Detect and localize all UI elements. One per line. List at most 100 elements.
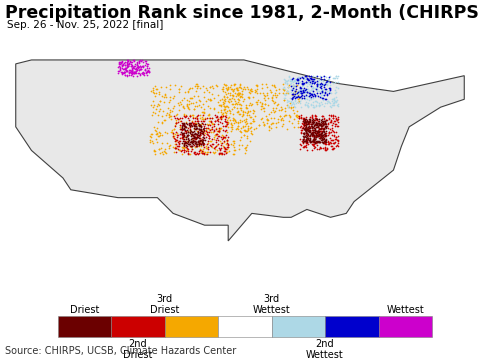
Point xyxy=(203,141,211,147)
Point xyxy=(330,129,338,135)
Point xyxy=(117,70,124,75)
Point xyxy=(300,130,307,136)
Point xyxy=(281,80,289,86)
Point xyxy=(315,129,323,135)
Point xyxy=(149,89,156,95)
Point xyxy=(216,98,224,103)
Point xyxy=(166,112,173,118)
Point xyxy=(306,127,314,133)
Point xyxy=(324,139,332,145)
Point xyxy=(302,132,310,138)
Point xyxy=(178,134,186,140)
Point xyxy=(260,92,268,98)
Point xyxy=(332,121,339,127)
Point xyxy=(297,90,304,96)
Point xyxy=(298,120,306,126)
Point xyxy=(202,125,210,130)
Point xyxy=(223,140,231,146)
Point xyxy=(119,70,127,76)
Point xyxy=(187,143,195,149)
Point xyxy=(317,122,325,128)
Point xyxy=(324,79,332,84)
Point xyxy=(305,129,312,135)
Text: 2nd
Wettest: 2nd Wettest xyxy=(306,339,344,359)
Point xyxy=(204,129,211,135)
Point xyxy=(275,119,282,125)
Point xyxy=(280,84,288,89)
Point xyxy=(303,83,311,88)
Point xyxy=(314,123,322,129)
Point xyxy=(313,139,321,145)
Point xyxy=(215,99,222,104)
Point xyxy=(307,73,315,79)
Point xyxy=(214,128,222,134)
Point xyxy=(186,123,194,129)
Point xyxy=(196,132,204,138)
Point xyxy=(316,81,324,87)
Point xyxy=(308,125,315,130)
Point xyxy=(189,85,196,91)
Point xyxy=(118,60,125,66)
Point xyxy=(324,129,332,135)
Point xyxy=(185,122,192,128)
Point xyxy=(307,83,315,89)
Point xyxy=(306,140,314,145)
Point xyxy=(301,143,309,149)
Point xyxy=(227,121,235,126)
Point xyxy=(234,96,241,102)
Point xyxy=(319,132,326,138)
Point xyxy=(124,59,132,65)
Point xyxy=(233,109,240,115)
Point xyxy=(330,95,338,101)
Point xyxy=(189,141,197,146)
Point xyxy=(180,121,188,127)
Point xyxy=(313,132,321,138)
Point xyxy=(189,138,197,144)
Point xyxy=(186,139,194,145)
Point xyxy=(223,114,230,120)
Point xyxy=(304,135,312,141)
Point xyxy=(241,86,249,92)
Point xyxy=(300,130,308,136)
Point xyxy=(323,82,331,88)
Point xyxy=(286,73,293,79)
Point xyxy=(310,132,317,138)
Point xyxy=(128,68,135,74)
Point xyxy=(307,139,314,145)
Point xyxy=(213,142,220,148)
Point xyxy=(200,125,207,131)
Point xyxy=(311,122,318,128)
Point xyxy=(302,121,310,127)
Point xyxy=(191,115,199,121)
Point xyxy=(238,113,246,118)
Point xyxy=(311,115,319,121)
Point xyxy=(298,92,306,98)
Point xyxy=(128,66,135,72)
Point xyxy=(253,82,261,88)
Point xyxy=(270,83,278,88)
Point xyxy=(180,123,188,129)
Point xyxy=(286,101,294,106)
Point xyxy=(303,126,311,131)
Point xyxy=(210,136,218,141)
Point xyxy=(308,123,315,129)
Point xyxy=(203,125,211,131)
Point xyxy=(311,138,318,144)
Point xyxy=(321,120,329,126)
Point xyxy=(301,95,309,101)
Point xyxy=(313,92,321,98)
Point xyxy=(204,97,211,102)
Point xyxy=(264,117,272,123)
Point xyxy=(317,122,324,128)
Point xyxy=(330,140,337,146)
Point xyxy=(186,141,193,146)
Point xyxy=(216,146,223,152)
Point xyxy=(313,73,321,79)
Point xyxy=(177,131,184,137)
Point xyxy=(277,107,285,113)
Point xyxy=(324,139,332,144)
Point xyxy=(196,122,204,127)
Point xyxy=(310,119,317,125)
Point xyxy=(310,77,318,83)
Point xyxy=(140,64,147,70)
